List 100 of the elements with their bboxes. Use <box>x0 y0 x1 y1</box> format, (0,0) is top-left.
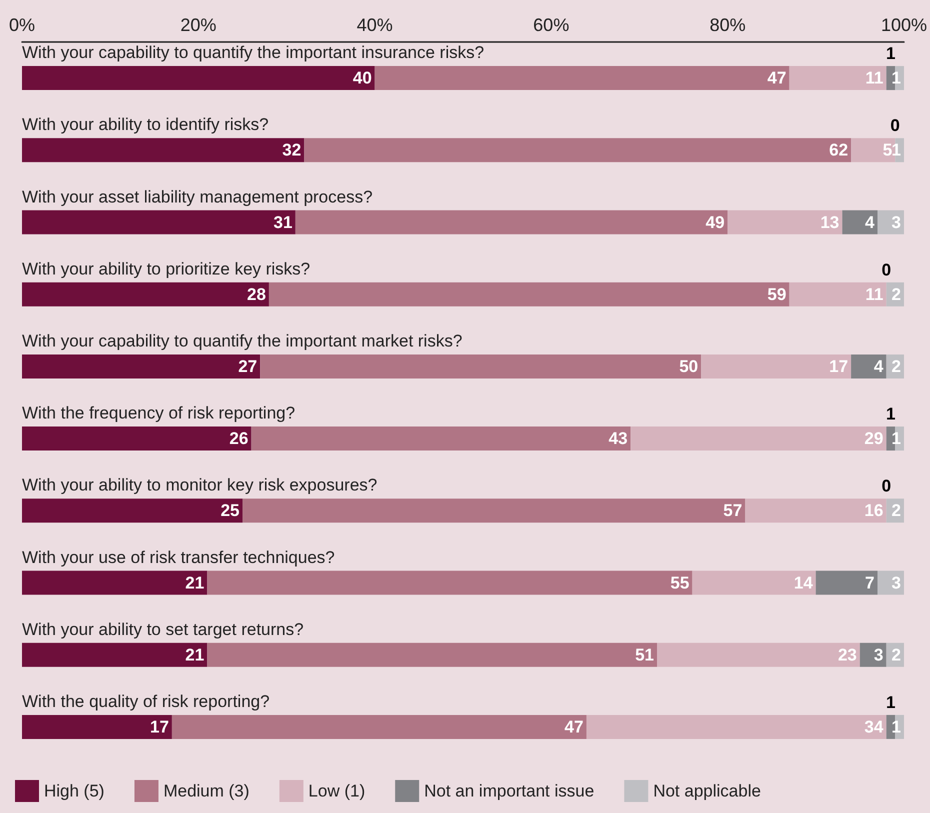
data-label: 4 <box>865 212 876 232</box>
bar <box>207 570 692 595</box>
data-label: 29 <box>864 429 884 448</box>
data-label: 17 <box>150 717 169 736</box>
data-label: 40 <box>352 68 372 88</box>
y-tick-label: With the frequency of risk reporting? <box>22 404 296 423</box>
bar <box>22 282 269 306</box>
data-label: 32 <box>282 140 302 160</box>
bar <box>878 210 904 234</box>
data-label: 2 <box>892 645 901 664</box>
data-label: 55 <box>670 573 690 592</box>
data-label: 7 <box>865 573 875 592</box>
bar <box>295 210 728 234</box>
data-label: 0 <box>882 476 892 496</box>
data-label: 57 <box>723 501 742 520</box>
data-label: 3 <box>892 573 901 592</box>
bar <box>374 66 790 90</box>
bar <box>728 210 842 234</box>
data-label: 21 <box>185 645 204 664</box>
data-label: 49 <box>706 212 725 232</box>
data-label: 4 <box>874 356 884 376</box>
bar <box>878 570 904 595</box>
x-tick-label: 20% <box>180 15 216 35</box>
x-tick-label: 100% <box>880 15 928 35</box>
bar <box>789 282 886 306</box>
bar <box>701 354 852 378</box>
y-tick-label: With your ability to prioritize key risks? <box>22 259 310 278</box>
bar <box>207 642 658 667</box>
x-tick-label: 60% <box>533 15 570 35</box>
data-label: 47 <box>767 68 786 88</box>
bar <box>692 570 816 595</box>
data-label: 43 <box>608 429 628 448</box>
legend-label: Not an important issue <box>424 782 594 800</box>
data-label: 27 <box>238 356 258 376</box>
bar <box>22 714 172 739</box>
bar <box>251 426 631 451</box>
data-label: 2 <box>892 356 901 376</box>
legend-label: High (5) <box>44 782 104 800</box>
bar <box>172 714 586 739</box>
x-tick-label: 80% <box>710 15 746 35</box>
x-tick-label: 40% <box>356 15 393 35</box>
data-label: 3 <box>892 212 901 232</box>
data-label: 28 <box>247 284 266 304</box>
bar <box>268 282 790 306</box>
data-label: 62 <box>829 140 848 160</box>
bar <box>242 498 746 523</box>
data-label: 13 <box>820 212 840 232</box>
bar <box>630 426 886 451</box>
data-label: 59 <box>767 284 786 304</box>
data-label: 23 <box>838 645 857 664</box>
data-label: 16 <box>864 501 884 520</box>
bar <box>260 354 702 378</box>
data-label: 0 <box>890 116 900 136</box>
data-label: 17 <box>829 356 848 376</box>
y-tick-label: With your ability to monitor key risk exposures? <box>22 476 378 495</box>
data-label: 2 <box>892 284 901 304</box>
bar <box>304 138 852 162</box>
bar <box>851 354 886 378</box>
y-tick-label: With the quality of risk reporting? <box>22 692 270 711</box>
bar <box>22 210 296 234</box>
data-label: 2 <box>892 501 901 520</box>
bar <box>22 642 208 667</box>
legend-label: Medium (3) <box>163 782 250 800</box>
data-label: 0 <box>882 260 892 280</box>
bar <box>745 498 886 523</box>
bar <box>816 570 878 595</box>
data-label: 31 <box>273 212 292 232</box>
data-label: 5 <box>882 140 892 160</box>
data-label: 3 <box>874 645 884 664</box>
data-label: 25 <box>220 501 240 520</box>
bar <box>22 426 252 451</box>
bar <box>22 498 242 523</box>
data-label: 11 <box>865 68 884 88</box>
bar <box>22 138 304 162</box>
bar <box>586 714 886 739</box>
data-label: 1 <box>892 140 901 160</box>
x-tick-label: 0% <box>8 15 36 35</box>
legend-label: Not applicable <box>653 782 761 800</box>
data-label: 1 <box>886 692 896 712</box>
bar <box>22 66 375 90</box>
data-label: 1 <box>886 404 896 424</box>
data-label: 26 <box>229 429 248 448</box>
y-tick-label: With your ability to identify risks? <box>22 115 269 134</box>
y-tick-label: With your use of risk transfer techniques? <box>22 548 335 567</box>
y-tick-label: With your asset liability management process? <box>22 187 373 206</box>
y-tick-label: With your capability to quantify the important market risks? <box>22 331 462 350</box>
data-label: 47 <box>564 717 584 736</box>
data-label: 1 <box>886 44 896 64</box>
legend-label: Low (1) <box>308 782 366 800</box>
data-label: 51 <box>635 645 654 664</box>
bar <box>842 210 878 234</box>
data-label: 50 <box>679 356 698 376</box>
y-tick-label: With your ability to set target returns? <box>22 620 304 639</box>
data-label: 14 <box>794 573 814 592</box>
data-label: 11 <box>865 284 884 304</box>
y-tick-label: With your capability to quantify the important insurance risks? <box>22 43 484 62</box>
bar <box>657 642 860 667</box>
data-label: 21 <box>185 573 204 592</box>
bar <box>789 66 886 90</box>
data-label: 34 <box>864 717 884 736</box>
